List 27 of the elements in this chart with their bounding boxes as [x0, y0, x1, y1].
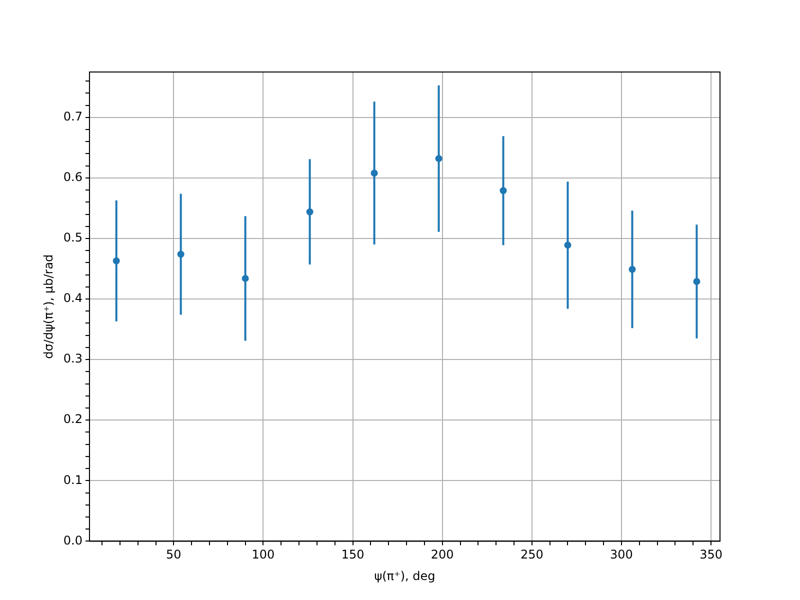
x-tick-label: 150 — [341, 548, 364, 562]
x-tick-label: 100 — [252, 548, 275, 562]
x-tick-label: 50 — [166, 548, 182, 562]
point — [693, 278, 700, 285]
point — [435, 155, 442, 162]
y-tick-label: 0.1 — [63, 472, 82, 487]
point — [564, 242, 572, 249]
x-tick-label: 250 — [520, 548, 544, 562]
y-tick-label: 0.4 — [63, 291, 82, 306]
x-tick-label: 350 — [700, 548, 722, 562]
point — [306, 208, 314, 216]
point — [628, 266, 636, 273]
x-axis-title: ψ(π⁺), deg — [374, 568, 436, 583]
x-tick-label: 200 — [430, 548, 454, 562]
point — [177, 250, 184, 258]
x-tick-label: 300 — [610, 548, 633, 562]
point — [242, 274, 249, 282]
point — [112, 257, 120, 264]
point — [500, 187, 507, 194]
point — [370, 170, 378, 177]
y-axis-title: dσ/dψ(π⁺), μb/rad — [41, 254, 56, 359]
y-tick-label: 0.0 — [63, 533, 82, 548]
y-tick-label: 0.7 — [63, 110, 82, 124]
y-tick-label: 0.5 — [63, 230, 82, 245]
y-tick-label: 0.3 — [63, 352, 82, 366]
y-tick-label: 0.2 — [63, 412, 82, 426]
y-tick-label: 0.6 — [63, 170, 82, 184]
